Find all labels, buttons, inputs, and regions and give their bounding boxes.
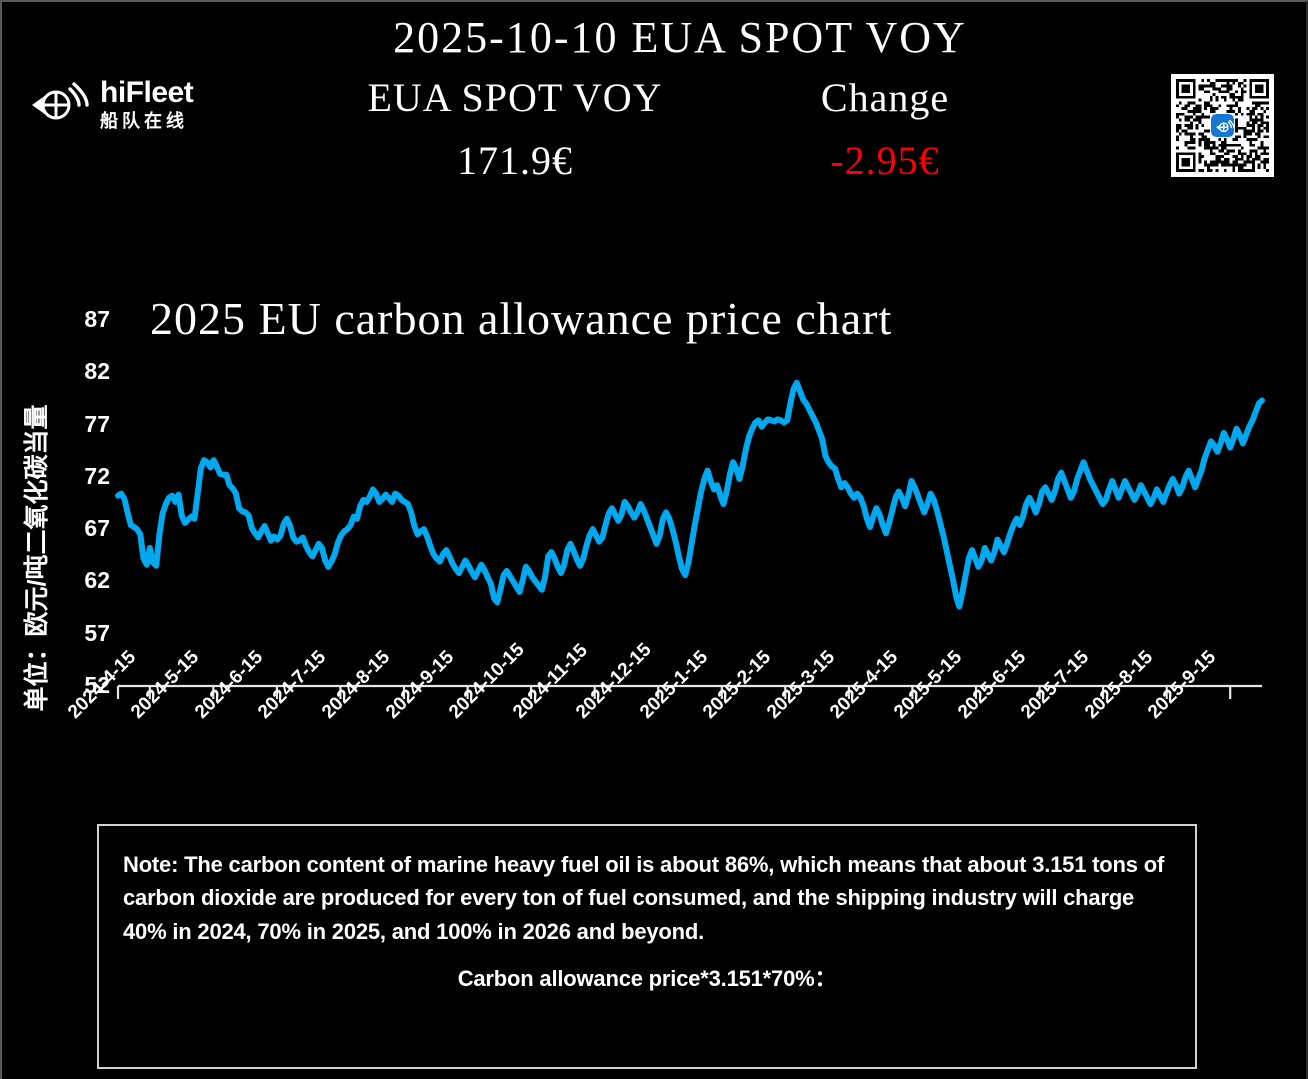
brand-name: hiFleet xyxy=(100,76,194,109)
change-value: -2.95€ xyxy=(830,138,940,183)
note-formula: Carbon allowance price*3.151*70%： xyxy=(457,966,837,992)
qr-code[interactable] xyxy=(1171,74,1274,177)
page-title: 2025-10-10 EUA SPOT VOY xyxy=(393,13,967,62)
y-axis-tick: 82 xyxy=(84,358,110,385)
chart-container: 2025 EU carbon allowance price chart 单位：… xyxy=(0,230,1308,810)
x-axis xyxy=(116,684,1262,699)
metric-label: EUA SPOT VOY xyxy=(367,75,663,120)
fleet-compass-signal-icon xyxy=(30,81,90,127)
header-metrics: EUA SPOT VOY Change 171.9€ -2.95€ xyxy=(330,74,1070,184)
y-axis-tick: 62 xyxy=(84,567,110,594)
y-axis-tick: 72 xyxy=(84,462,110,489)
price-line xyxy=(115,379,1265,610)
brand-logo: hiFleet 船队在线 xyxy=(30,76,194,131)
note-paragraph: Note: The carbon content of marine heavy… xyxy=(123,852,1165,944)
line-plot: 87 82 77 72 67 62 57 52 2024-4-15 2024-5-15 2024-6… xyxy=(0,230,1308,810)
y-axis-tick: 57 xyxy=(84,619,110,646)
y-axis-tick: 67 xyxy=(84,515,110,542)
y-axis-tick: 77 xyxy=(84,410,110,437)
chart-title: 2025 EU carbon allowance price chart xyxy=(150,293,893,344)
header: hiFleet 船队在线 2025-10-10 EUA SPOT VOY EUA… xyxy=(0,0,1308,200)
metric-value: 171.9€ xyxy=(457,138,573,183)
change-label: Change xyxy=(820,75,950,120)
note-box: Note: The carbon content of marine heavy… xyxy=(97,824,1197,1069)
brand-subtitle: 船队在线 xyxy=(100,111,188,131)
y-axis-tick: 52 xyxy=(84,672,110,698)
y-axis-tick: 87 xyxy=(84,306,110,332)
